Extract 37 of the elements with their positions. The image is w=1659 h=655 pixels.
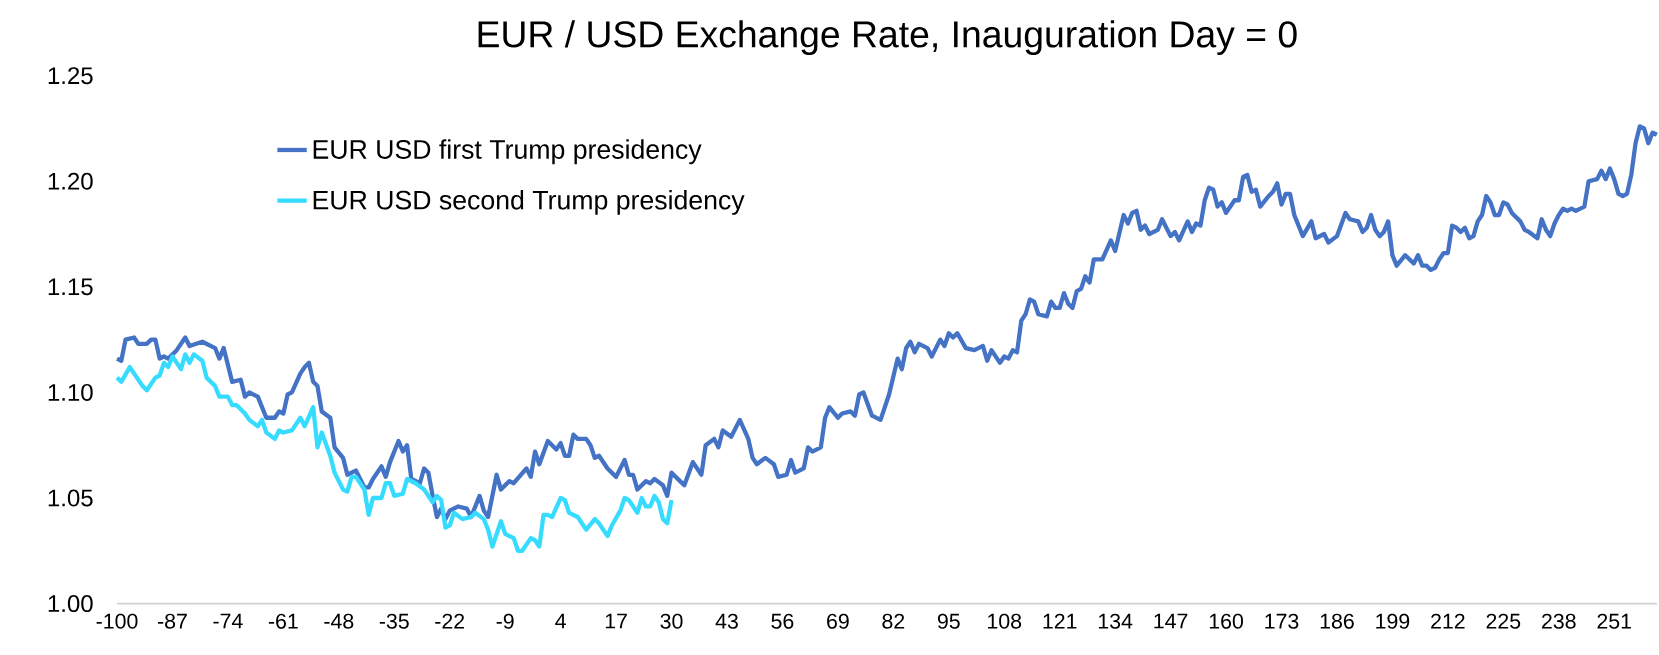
x-tick-label: -48 [324,613,354,629]
chart-title: EUR / USD Exchange Rate, Inauguration Day = 0 [478,20,1297,55]
x-tick-label: -61 [268,613,298,629]
y-tick-label: 1.15 [48,278,93,296]
x-tick-label: -35 [379,613,409,629]
x-tick-label: 199 [1376,613,1410,629]
x-tick-label: 238 [1542,613,1576,629]
x-tick-label: 147 [1154,613,1188,629]
x-tick-label: 212 [1431,613,1465,629]
x-tick-label: 17 [605,613,627,629]
y-tick-label: 1.20 [48,172,93,190]
x-tick-label: 173 [1265,613,1299,629]
legend-label: EUR USD second Trump presidency [313,190,745,215]
y-tick-label: 1.05 [48,489,93,507]
x-tick-label: -74 [213,613,243,629]
x-tick-label: 121 [1043,613,1077,629]
x-tick-label: 108 [988,613,1022,629]
x-tick-label: 95 [937,613,960,629]
x-tick-label: 251 [1597,613,1631,629]
x-tick-label: 160 [1209,613,1243,629]
x-tick-label: -87 [157,613,187,629]
x-tick-label: 69 [827,613,849,629]
x-tick-label: -100 [96,613,138,629]
x-tick-label: 134 [1098,613,1133,629]
x-tick-label: -22 [435,613,465,629]
x-tick-label: -9 [496,613,514,629]
y-tick-label: 1.10 [48,383,93,401]
x-tick-label: 56 [771,613,794,629]
x-tick-label: 225 [1486,613,1521,629]
x-tick-label: 43 [715,613,738,629]
x-tick-label: 4 [555,613,566,629]
x-tick-label: 30 [660,613,683,629]
x-tick-label: 82 [882,613,905,629]
y-tick-label: 1.00 [48,595,93,613]
x-tick-label: 186 [1320,613,1354,629]
legend-label: EUR USD first Trump presidency [313,139,702,165]
y-tick-label: 1.25 [48,67,93,85]
